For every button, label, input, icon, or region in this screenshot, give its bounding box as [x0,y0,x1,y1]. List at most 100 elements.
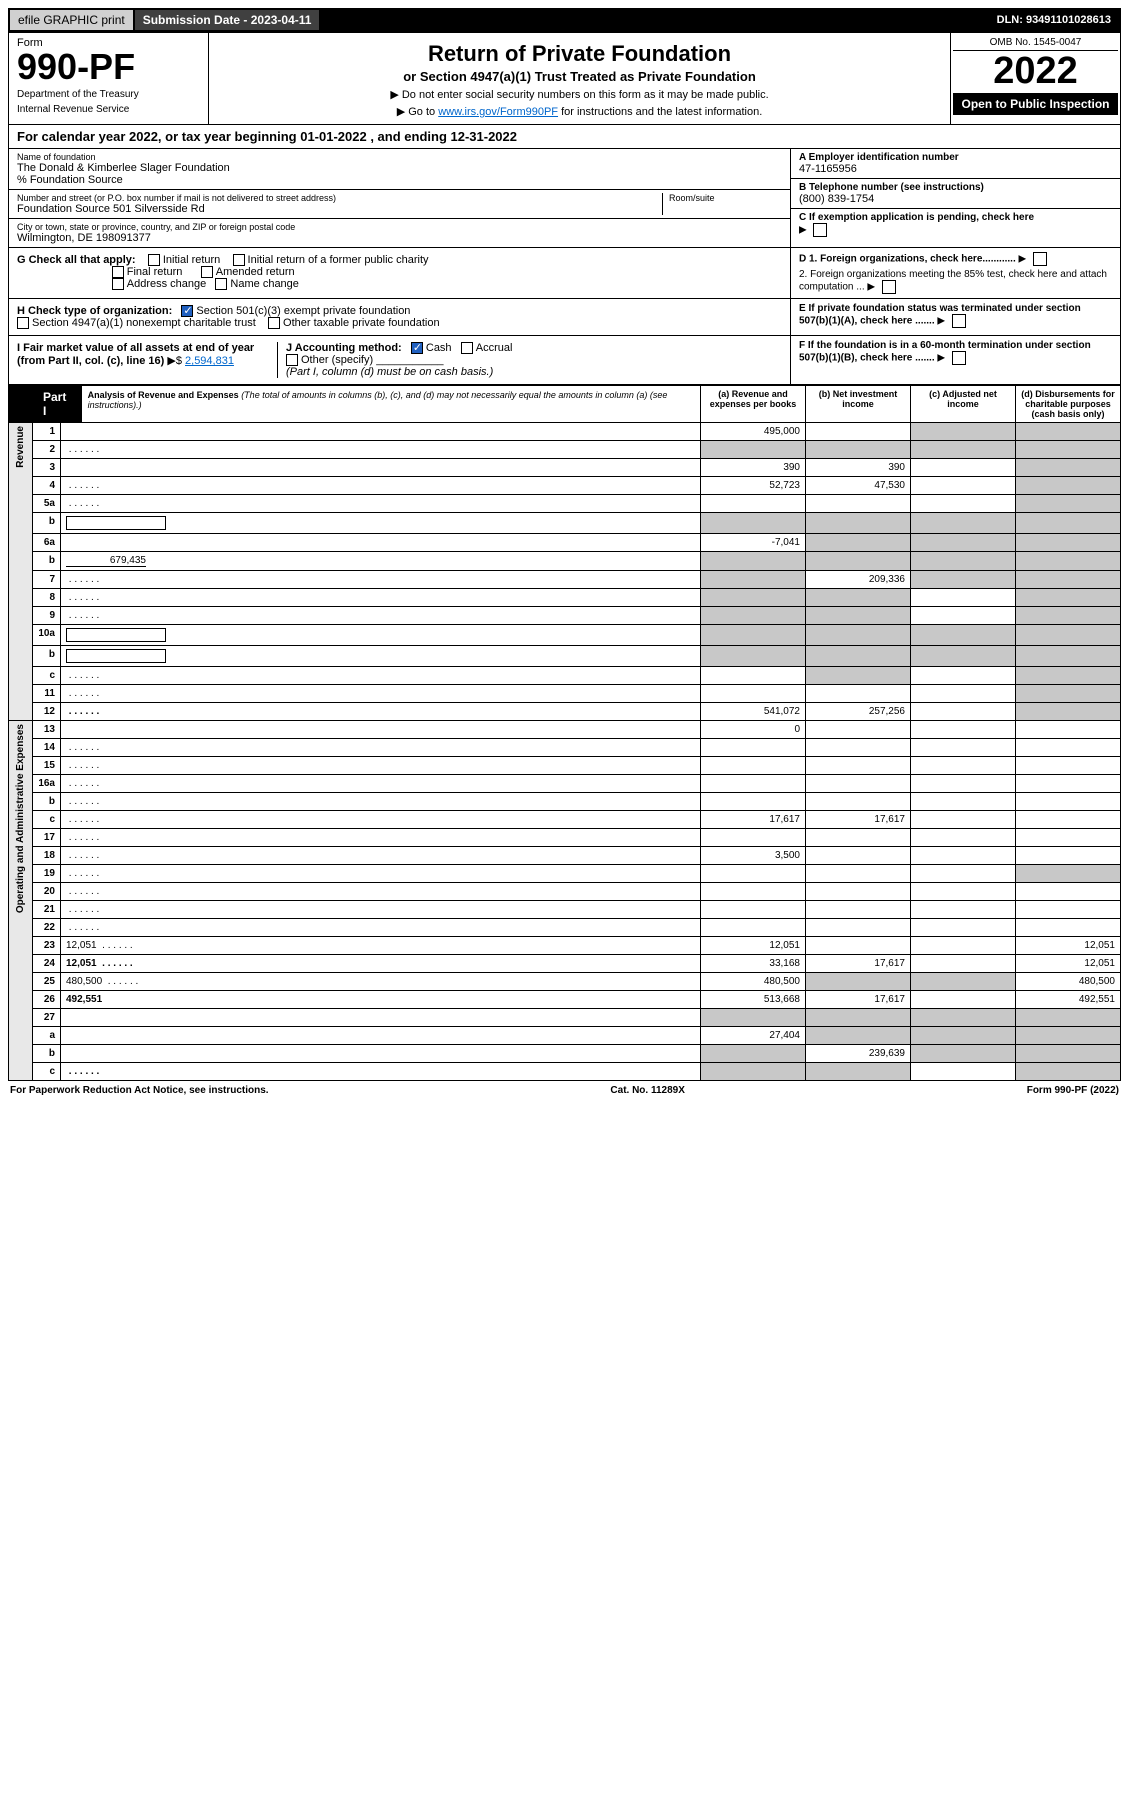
line-description [61,459,701,477]
open-to-public: Open to Public Inspection [953,93,1118,115]
table-row: 3390390 [9,459,1121,477]
amount-c [911,1009,1016,1027]
amount-b: 17,617 [806,955,911,973]
line-description: . . . . . . [61,901,701,919]
efile-print-button[interactable]: efile GRAPHIC print [10,10,133,30]
table-row: 2 . . . . . . [9,441,1121,459]
c-checkbox[interactable] [813,223,827,237]
line-description [61,721,701,739]
amount-c [911,703,1016,721]
amount-c [911,459,1016,477]
e-label: E If private foundation status was termi… [799,303,1112,328]
line-number: 19 [33,865,61,883]
line-number: b [33,513,61,534]
amount-a: 17,617 [701,811,806,829]
chk-initial-former[interactable] [233,254,245,266]
omb-number: OMB No. 1545-0047 [953,35,1118,51]
line-number: 23 [33,937,61,955]
chk-other-taxable[interactable] [268,317,280,329]
amount-d [1016,495,1121,513]
chk-cash[interactable] [411,342,423,354]
form-number: 990-PF [17,49,200,85]
amount-a [701,739,806,757]
table-row: 5a . . . . . . [9,495,1121,513]
line-number: 18 [33,847,61,865]
line-description [61,1027,701,1045]
amount-a [701,589,806,607]
amount-c [911,1027,1016,1045]
amount-d [1016,441,1121,459]
chk-final[interactable] [112,266,124,278]
ssn-warning: ▶ Do not enter social security numbers o… [217,88,942,101]
table-row: 25480,500 . . . . . .480,500480,500 [9,973,1121,991]
amount-c [911,829,1016,847]
amount-d [1016,811,1121,829]
amount-c [911,423,1016,441]
chk-accrual[interactable] [461,342,473,354]
amount-a [701,1045,806,1063]
line-number: 26 [33,991,61,1009]
amount-b: 17,617 [806,811,911,829]
amount-d [1016,552,1121,571]
amount-a: -7,041 [701,534,806,552]
city: Wilmington, DE 198091377 [17,232,782,244]
amount-c [911,1063,1016,1081]
line-number: 6a [33,534,61,552]
table-row: b [9,646,1121,667]
chk-name[interactable] [215,278,227,290]
table-row: Revenue1495,000 [9,423,1121,441]
amount-b [806,883,911,901]
d2-checkbox[interactable] [882,280,896,294]
amount-a [701,1009,806,1027]
chk-4947[interactable] [17,317,29,329]
d1-checkbox[interactable] [1033,252,1047,266]
chk-amended[interactable] [201,266,213,278]
amount-b [806,552,911,571]
line-description: . . . . . . [61,829,701,847]
table-row: 17 . . . . . . [9,829,1121,847]
calendar-year-line: For calendar year 2022, or tax year begi… [8,125,1121,149]
line-number: b [33,793,61,811]
amount-c [911,919,1016,937]
dln: DLN: 93491101028613 [989,11,1119,29]
amount-d [1016,1027,1121,1045]
line-description: . . . . . . [61,667,701,685]
line-number: b [33,1045,61,1063]
chk-initial[interactable] [148,254,160,266]
page-footer: For Paperwork Reduction Act Notice, see … [8,1081,1121,1100]
line-description [61,646,701,667]
line-description: . . . . . . [61,685,701,703]
amount-c [911,1045,1016,1063]
table-row: b [9,513,1121,534]
line-description: . . . . . . [61,757,701,775]
f-checkbox[interactable] [952,351,966,365]
chk-address[interactable] [112,278,124,290]
amount-a [701,571,806,589]
amount-d [1016,667,1121,685]
amount-b [806,685,911,703]
amount-c [911,901,1016,919]
part1-label: Part I [33,386,82,422]
line-description: 12,051 . . . . . . [61,955,701,973]
amount-b [806,937,911,955]
form-header: Form 990-PF Department of the Treasury I… [8,32,1121,125]
line-number: 13 [33,721,61,739]
amount-a: 33,168 [701,955,806,973]
col-a-header: (a) Revenue and expenses per books [701,386,806,423]
city-label: City or town, state or province, country… [17,222,782,232]
table-row: 14 . . . . . . [9,739,1121,757]
dept-treasury: Department of the Treasury [17,89,200,100]
footer-center: Cat. No. 11289X [610,1085,684,1096]
amount-a [701,667,806,685]
amount-c [911,991,1016,1009]
chk-501c3[interactable] [181,305,193,317]
amount-a [701,646,806,667]
irs-link[interactable]: www.irs.gov/Form990PF [438,106,558,118]
table-row: 10a [9,625,1121,646]
chk-other-method[interactable] [286,354,298,366]
amount-a [701,775,806,793]
amount-c [911,552,1016,571]
e-checkbox[interactable] [952,314,966,328]
ein-label: A Employer identification number [799,152,1112,163]
line-number: c [33,811,61,829]
